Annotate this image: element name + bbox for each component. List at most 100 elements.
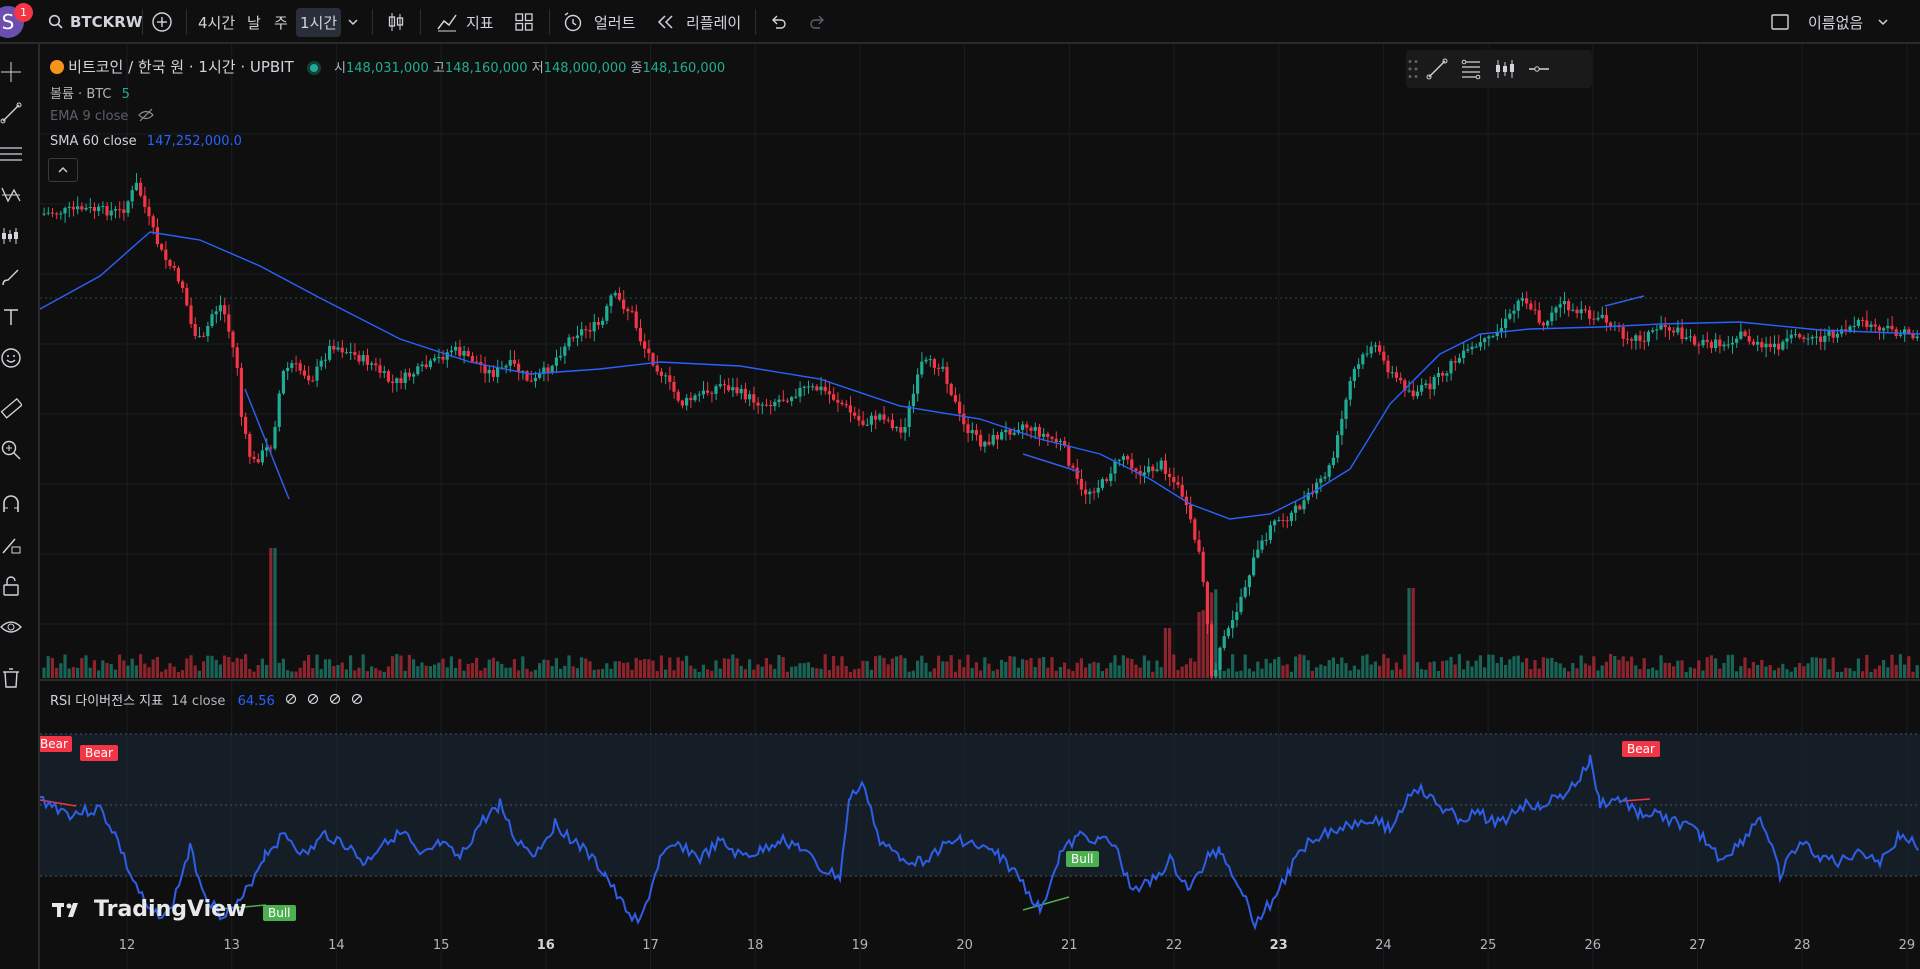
price-chart[interactable]: [40, 44, 1920, 969]
float-forecast-button[interactable]: [1488, 54, 1522, 84]
timeframe-day[interactable]: 날: [247, 0, 261, 44]
remove-drawings-tool[interactable]: [0, 667, 22, 689]
layouts-button[interactable]: [514, 0, 534, 44]
rsi-legend[interactable]: RSI 다이버전스 지표 14 close 64.56: [50, 690, 363, 709]
volume-bar: [1273, 659, 1277, 678]
candle-body: [1100, 479, 1104, 488]
volume-bar: [470, 663, 474, 678]
volume-bar: [1243, 654, 1247, 678]
lock-drawings-tool[interactable]: [0, 575, 22, 597]
crosshair-tool[interactable]: [0, 61, 22, 83]
volume-bar: [1785, 669, 1789, 678]
candle-body: [1882, 328, 1886, 331]
candle-body: [1483, 338, 1487, 343]
candle-body: [1579, 309, 1583, 314]
candle-body: [844, 404, 848, 406]
volume-bar: [899, 655, 903, 678]
volume-bar: [374, 668, 378, 678]
chart-type-button[interactable]: [385, 0, 407, 44]
alert-button[interactable]: 얼러트: [562, 0, 635, 44]
text-tool[interactable]: [0, 306, 22, 328]
volume-bar: [697, 671, 701, 678]
float-trend-line-button[interactable]: [1420, 54, 1454, 84]
compare-symbol-button[interactable]: [151, 0, 173, 44]
layout-checkbox[interactable]: [1770, 0, 1790, 44]
candle-body: [1058, 440, 1062, 443]
timeframe-1h[interactable]: 1시간: [296, 0, 342, 44]
time-axis-label: 17: [642, 938, 659, 953]
symbol-search-button[interactable]: BTCKRW: [48, 0, 142, 44]
brush-tool[interactable]: [0, 266, 22, 288]
timeframe-week[interactable]: 주: [274, 0, 288, 44]
volume-legend[interactable]: 볼륨 · BTC 5: [50, 83, 130, 102]
candle-body: [290, 363, 294, 368]
zoom-in-tool[interactable]: [0, 439, 22, 461]
volume-bar: [1201, 610, 1205, 678]
volume-bar: [962, 667, 966, 678]
horizontal-lines-tool[interactable]: [0, 143, 22, 165]
volume-bar: [1504, 664, 1508, 678]
volume-bar: [1558, 663, 1562, 678]
timeframe-4h[interactable]: 4시간: [198, 0, 235, 44]
volume-bar: [1697, 660, 1701, 678]
undo-button[interactable]: [768, 0, 788, 44]
volume-bar: [1520, 662, 1524, 678]
candle-body: [1382, 351, 1386, 361]
volume-bar: [1898, 654, 1902, 678]
forecast-tool[interactable]: [0, 225, 22, 247]
candle-body: [1420, 385, 1424, 392]
magnet-tool[interactable]: [0, 493, 22, 515]
stay-in-drawing-mode-tool[interactable]: [0, 534, 22, 556]
candle-body: [1718, 339, 1722, 347]
timeframe-day-label: 날: [247, 13, 261, 32]
volume-bar: [281, 658, 285, 678]
volume-bar: [1793, 667, 1797, 678]
layout-name-button[interactable]: 이름없음: [1808, 0, 1863, 44]
candle-body: [1903, 329, 1907, 335]
candle-body: [176, 267, 180, 282]
emoji-tool[interactable]: [0, 347, 22, 369]
ema-legend[interactable]: EMA 9 close: [50, 108, 155, 124]
volume-bar: [479, 670, 483, 678]
layout-menu-button[interactable]: [1876, 0, 1890, 44]
indicators-button[interactable]: 지표: [436, 0, 494, 44]
volume-bar: [886, 664, 890, 678]
replay-button[interactable]: 리플레이: [656, 0, 741, 44]
volume-bar: [147, 667, 151, 678]
candle-body: [1642, 340, 1646, 342]
divergence-line: [1604, 295, 1645, 307]
sma-legend[interactable]: SMA 60 close 147,252,000.0: [50, 134, 242, 149]
drag-handle[interactable]: [1406, 54, 1420, 84]
collapse-legend-button[interactable]: [48, 158, 78, 182]
volume-bar: [995, 669, 999, 678]
candle-body: [1663, 325, 1667, 328]
timeframe-week-label: 주: [274, 13, 288, 32]
timeframe-dropdown[interactable]: [346, 0, 360, 44]
volume-bar: [1100, 671, 1104, 678]
volume-bar: [882, 657, 886, 678]
hide-drawings-tool[interactable]: [0, 616, 22, 638]
volume-bar: [349, 655, 353, 678]
candle-body: [630, 311, 634, 313]
candle-body: [676, 391, 680, 401]
volume-bar: [1021, 659, 1025, 678]
time-axis-label: 25: [1479, 938, 1497, 953]
ruler-tool[interactable]: [0, 398, 22, 420]
volume-bar: [1281, 665, 1285, 678]
volume-bar: [290, 671, 294, 678]
candle-body: [958, 401, 962, 414]
float-horizontal-ray-button[interactable]: [1522, 54, 1556, 84]
candle-body: [1407, 390, 1411, 392]
pattern-tool[interactable]: [0, 184, 22, 206]
volume-bar: [151, 659, 155, 678]
float-fib-button[interactable]: [1454, 54, 1488, 84]
volume-bar: [806, 662, 810, 678]
candle-body: [189, 305, 193, 325]
tradingview-logo[interactable]: TradingView: [52, 897, 246, 922]
eye-hidden-icon[interactable]: [138, 108, 155, 122]
volume-bar: [336, 664, 340, 678]
redo-button[interactable]: [808, 0, 828, 44]
candle-body: [1508, 313, 1512, 319]
trend-line-tool[interactable]: [0, 102, 22, 124]
volume-bar: [895, 656, 899, 678]
